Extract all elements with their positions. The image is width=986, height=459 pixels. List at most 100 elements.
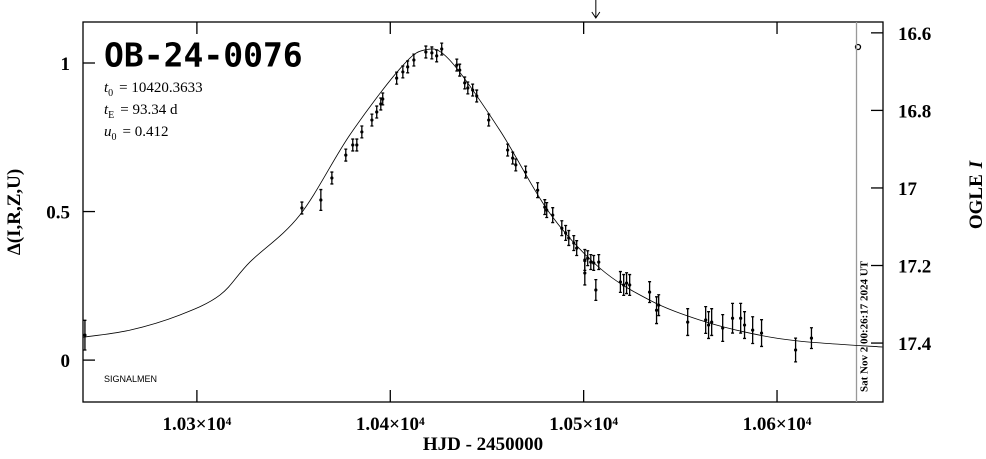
x-tick-label: 1.05×10⁴ [549, 414, 618, 435]
y2-axis-label: OGLE I [966, 160, 986, 229]
data-point [589, 260, 593, 264]
footnote: SIGNALMEN [104, 374, 157, 384]
data-point [395, 76, 399, 80]
data-point [330, 176, 334, 180]
x-tick-label: 1.04×10⁴ [356, 414, 425, 435]
data-point [759, 331, 764, 335]
x-tick-label: 1.06×10⁴ [743, 414, 812, 435]
data-point [706, 323, 711, 327]
data-point [583, 271, 587, 275]
data-point [375, 110, 379, 114]
y-tick-label: 1 [61, 54, 71, 75]
data-point [471, 88, 475, 92]
data-point [551, 213, 555, 217]
data-point [487, 118, 491, 122]
data-point [435, 54, 439, 58]
data-point [793, 348, 798, 352]
y-tick-label: 0 [61, 351, 71, 372]
data-point [370, 118, 374, 122]
data-point [742, 323, 747, 327]
data-point [560, 226, 564, 230]
data-point [809, 336, 814, 340]
parameter: t0 = 10420.3633 [104, 80, 203, 99]
data-point [545, 208, 549, 212]
y2-tick-label: 17 [898, 179, 918, 200]
data-point [647, 290, 652, 294]
data-point [594, 288, 598, 292]
data-point [412, 58, 416, 62]
y-tick-label: 0.5 [46, 203, 70, 224]
parameter-value: = 10420.3633 [119, 80, 202, 96]
data-point [704, 318, 708, 322]
data-point [575, 246, 579, 250]
y2-axis-label-band: I [966, 160, 986, 169]
data-point [83, 333, 87, 337]
data-point [406, 65, 410, 69]
data-point [657, 303, 661, 307]
data-point [751, 328, 755, 332]
data-point [710, 320, 714, 324]
data-point [586, 256, 590, 260]
parameter: tE = 93.34 d [104, 102, 178, 121]
data-point [564, 231, 568, 235]
data-point [628, 283, 632, 287]
data-point [543, 205, 547, 209]
data-point [466, 86, 470, 90]
data-point [360, 130, 364, 134]
y-axis-label: Δ(I,R,Z,U) [4, 169, 25, 255]
data-point [654, 308, 659, 312]
data-point [351, 143, 355, 147]
parameter-value: = 93.34 d [120, 102, 178, 118]
data-point [455, 63, 459, 67]
data-point [511, 156, 515, 160]
data-point [514, 163, 518, 167]
x-axis-label: HJD - 2450000 [423, 434, 543, 455]
chart-title: OB-24-0076 [104, 36, 303, 75]
data-point [721, 326, 725, 330]
y2-tick-label: 16.8 [898, 101, 931, 122]
parameter-symbol: u [104, 124, 112, 140]
data-point [430, 51, 434, 55]
data-point [536, 188, 540, 192]
data-point [463, 81, 467, 85]
data-point [401, 70, 405, 74]
x-tick-label: 1.03×10⁴ [163, 414, 232, 435]
data-point [458, 68, 462, 72]
data-point [572, 241, 576, 245]
data-point [624, 281, 629, 285]
model-curve [82, 48, 883, 348]
data-point [730, 316, 735, 320]
data-point [567, 236, 571, 240]
symbol [854, 43, 862, 51]
y2-tick-label: 17.2 [898, 257, 931, 278]
data-point [506, 148, 510, 152]
parameter-symbol: t [104, 102, 109, 118]
y2-tick-label: 17.4 [898, 334, 932, 355]
data-point [319, 198, 323, 202]
data-point [597, 260, 601, 264]
y2-tick-label: 16.6 [898, 24, 931, 45]
data-point [622, 283, 626, 287]
data-point [424, 50, 428, 54]
parameter-symbol: t [104, 80, 109, 96]
data-point [440, 47, 444, 51]
now-label: Sat Nov 2 00:26:17 2024 UT [859, 260, 871, 392]
parameter-subscript: 0 [112, 132, 117, 143]
parameter: u0 = 0.412 [104, 124, 168, 143]
data-point [686, 320, 690, 324]
arrow [591, 0, 601, 19]
data-point [592, 261, 596, 265]
data-point [739, 316, 743, 320]
parameter-value: = 0.412 [123, 124, 169, 140]
data-point [344, 153, 348, 157]
plot-frame [82, 21, 884, 403]
data-point [300, 206, 304, 210]
parameter-subscript: 0 [108, 88, 113, 99]
data-point [355, 143, 359, 147]
data-point [524, 170, 528, 174]
data-point [475, 94, 479, 98]
data-point [381, 97, 385, 101]
parameter-subscript: E [108, 110, 114, 121]
y2-axis-label-text: OGLE [966, 174, 986, 229]
